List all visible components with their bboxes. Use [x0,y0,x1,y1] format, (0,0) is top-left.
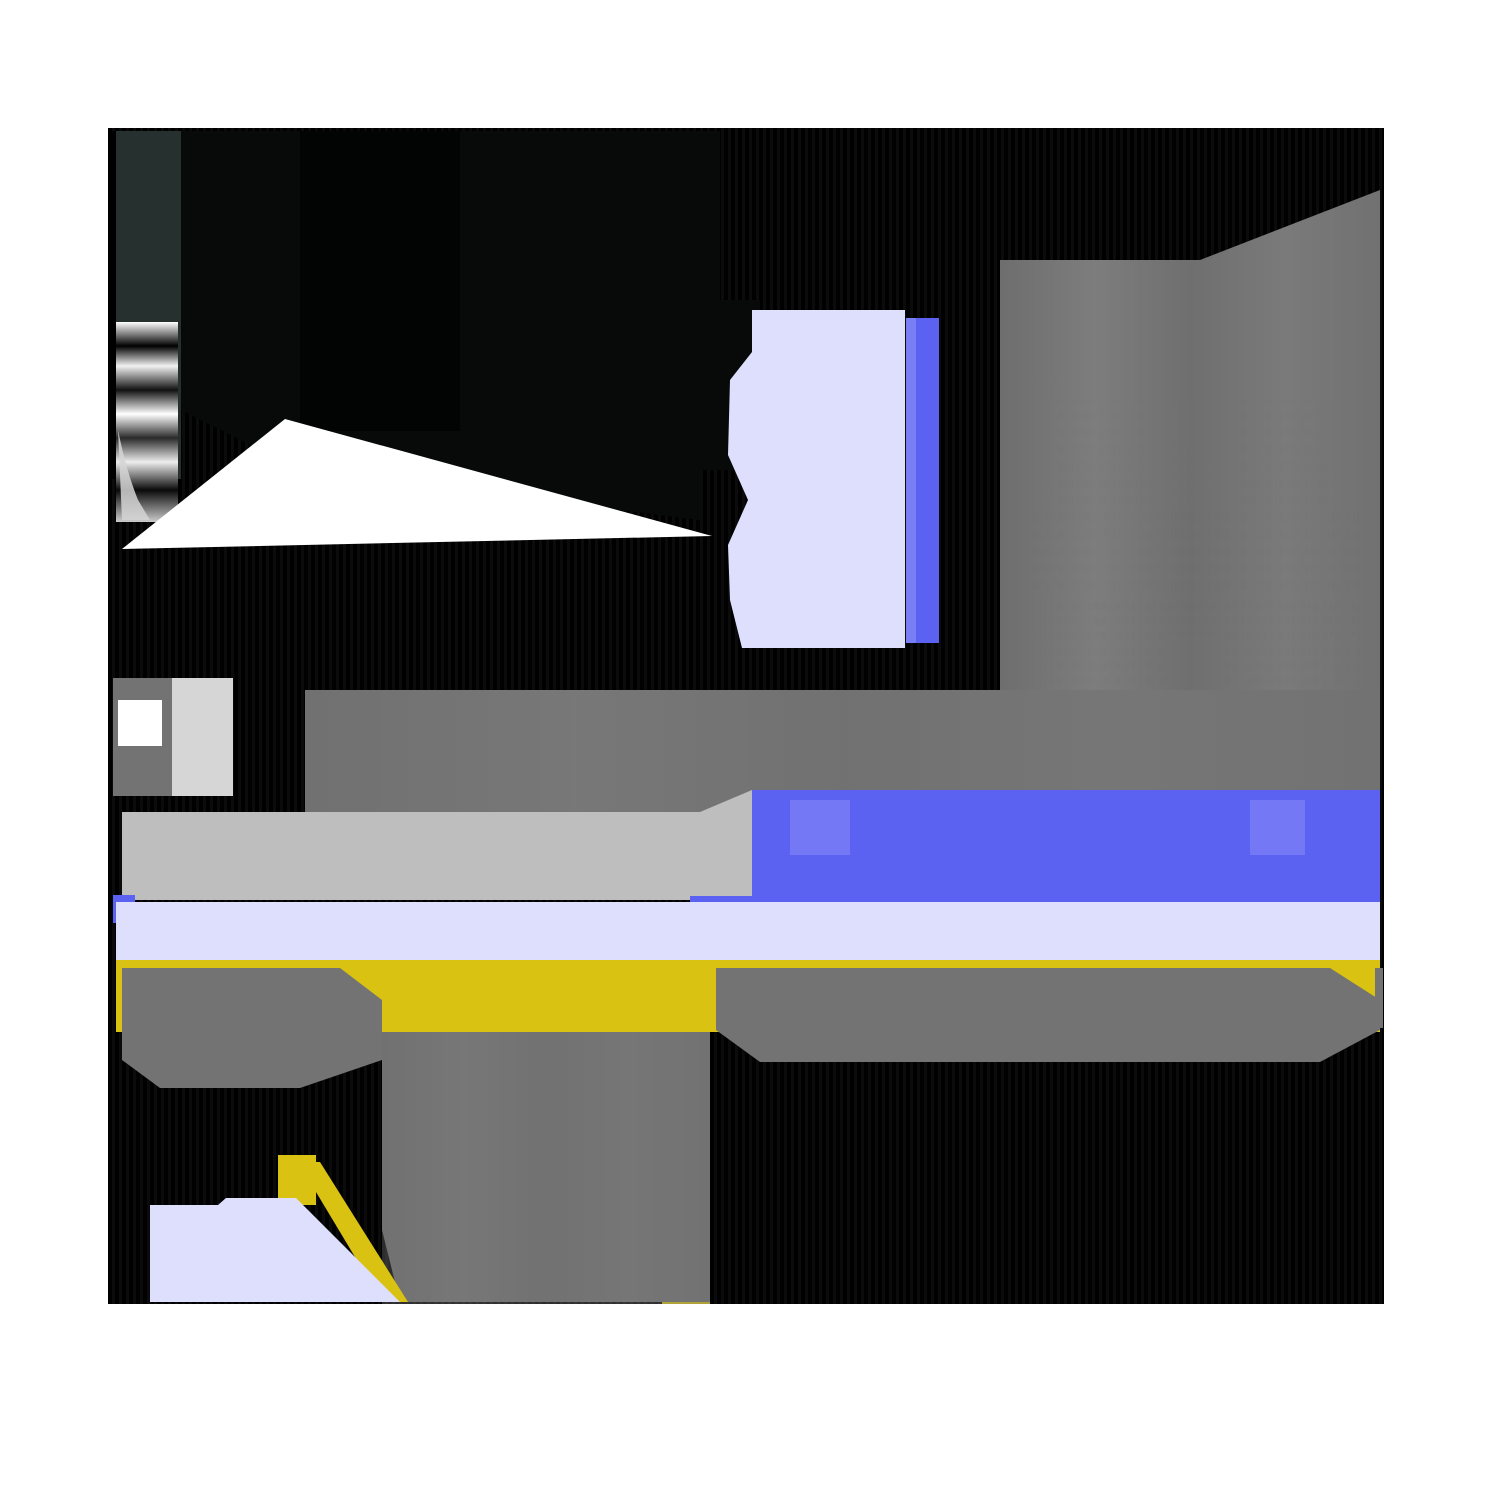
light-gray-band [122,790,752,900]
lavender-lower-wedge [150,1198,400,1302]
left-white-margin [0,0,108,1500]
charcoal-slab-inner [300,131,460,431]
ghost-text-texture [1030,400,1360,720]
yellow-diagonal-cap [278,1155,316,1205]
lavender-wide-band [116,902,1380,960]
indigo-wide-band [752,790,1380,902]
lavender-panel [728,310,905,648]
gray-band-lower-right [716,968,1380,1062]
gradient-tail [118,430,150,520]
gray-band-lower-left [122,968,382,1088]
indigo-edge-highlight [906,318,916,643]
gray-band-right-cap [1375,968,1383,1028]
dark-teal-column-edge [108,131,116,479]
yellow-diagonal-edge [298,1162,408,1302]
right-white-margin [1384,0,1500,1500]
top-white-margin [0,0,1500,128]
indigo-band-highlight-a [790,800,850,855]
bottom-white-margin [0,1304,1500,1500]
pale-gray-swatch [172,678,233,796]
indigo-band-highlight-b [1250,800,1305,855]
white-wedge [122,419,712,549]
white-inset-square [118,700,162,746]
gray-block-texture [382,1032,710,1304]
